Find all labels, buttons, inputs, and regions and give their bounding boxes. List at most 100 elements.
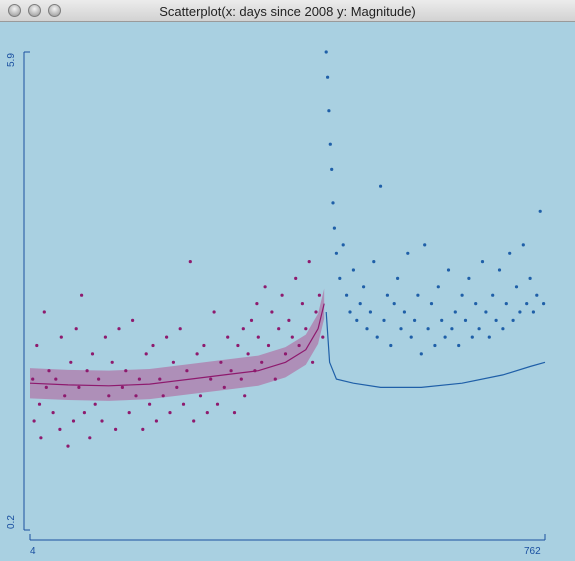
confidence-band-series-1 (30, 288, 325, 401)
data-point-series-1 (31, 377, 35, 381)
data-point-series-1 (263, 285, 267, 289)
data-point-series-2 (460, 293, 464, 297)
data-point-series-2 (538, 209, 542, 213)
data-point-series-2 (382, 318, 386, 322)
data-point-series-1 (107, 394, 111, 398)
data-point-series-2 (443, 335, 447, 339)
data-point-series-2 (446, 268, 451, 272)
data-point-series-2 (440, 318, 444, 322)
data-point-series-2 (330, 167, 334, 171)
data-point-series-1 (185, 369, 189, 373)
data-point-series-1 (178, 327, 182, 331)
axes-layer: 5.9 0.2 4 762 (6, 51, 546, 557)
data-point-series-1 (287, 318, 291, 322)
data-point-series-1 (82, 411, 86, 415)
data-point-series-2 (429, 302, 434, 306)
smooth-line-series-1 (29, 303, 325, 387)
smooth-line-series-2 (325, 311, 546, 388)
data-point-series-1 (93, 402, 97, 406)
data-point-series-1 (141, 427, 145, 431)
data-point-series-2 (474, 302, 478, 306)
data-point-series-2 (528, 276, 532, 280)
data-point-series-1 (154, 419, 158, 423)
data-point-series-1 (300, 302, 304, 306)
data-point-series-1 (192, 419, 196, 423)
points-layer (31, 50, 546, 448)
data-point-series-1 (243, 394, 247, 398)
data-point-series-2 (324, 50, 328, 54)
data-point-series-2 (334, 251, 338, 255)
data-point-series-1 (85, 369, 89, 373)
data-point-series-1 (232, 411, 237, 415)
data-point-series-1 (58, 427, 62, 431)
data-point-series-2 (328, 142, 332, 146)
data-point-series-2 (409, 335, 413, 339)
data-point-series-1 (37, 402, 42, 406)
y-tick-label-max: 5.9 (6, 53, 17, 67)
data-point-series-2 (436, 285, 440, 289)
data-point-series-1 (198, 394, 203, 398)
data-point-series-2 (467, 276, 471, 280)
data-point-series-2 (406, 251, 410, 255)
data-point-series-1 (134, 394, 138, 398)
zoom-window-button[interactable] (48, 4, 61, 17)
data-point-series-2 (514, 285, 519, 289)
data-point-series-1 (32, 419, 36, 423)
data-point-series-2 (368, 310, 372, 314)
data-point-series-2 (535, 293, 539, 297)
data-point-series-1 (202, 343, 206, 348)
title-bar[interactable]: Scatterplot(x: days since 2008 y: Magnit… (0, 0, 575, 22)
data-point-series-1 (35, 343, 39, 348)
y-tick-label-min: 0.2 (6, 515, 17, 529)
data-point-series-1 (280, 293, 284, 297)
data-point-series-1 (131, 318, 135, 322)
data-point-series-2 (348, 310, 352, 314)
scatterplot-svg[interactable]: 5.9 0.2 4 762 (0, 22, 575, 561)
data-point-series-2 (463, 318, 468, 322)
data-point-series-1 (260, 360, 264, 364)
data-point-series-1 (246, 352, 250, 356)
data-point-series-2 (416, 293, 420, 297)
data-point-series-1 (273, 377, 277, 381)
data-point-series-2 (332, 226, 336, 230)
data-point-series-2 (433, 343, 437, 348)
data-point-series-2 (494, 318, 498, 322)
close-window-button[interactable] (8, 4, 21, 17)
data-point-series-1 (222, 385, 226, 389)
data-point-series-2 (402, 310, 406, 314)
data-point-series-1 (144, 352, 148, 356)
data-point-series-2 (508, 251, 512, 255)
data-point-series-1 (311, 360, 315, 364)
plot-area[interactable]: 5.9 0.2 4 762 (0, 22, 575, 561)
data-point-series-2 (341, 243, 345, 247)
data-point-series-2 (525, 302, 529, 306)
data-point-series-2 (484, 310, 488, 314)
data-point-series-1 (39, 436, 43, 440)
data-point-series-2 (358, 302, 362, 306)
data-point-series-1 (161, 394, 165, 398)
data-point-series-1 (307, 260, 311, 264)
data-point-series-2 (389, 343, 393, 348)
data-point-series-1 (66, 444, 70, 448)
data-point-series-2 (487, 335, 491, 339)
data-point-series-2 (501, 327, 505, 331)
data-point-series-2 (345, 293, 349, 297)
data-point-series-1 (181, 402, 186, 406)
data-point-series-1 (314, 310, 318, 314)
data-point-series-1 (215, 402, 220, 406)
data-point-series-2 (542, 302, 546, 306)
data-point-series-1 (124, 369, 128, 373)
data-point-series-1 (151, 343, 155, 348)
x-tick-label-min: 4 (30, 546, 36, 557)
data-point-series-1 (54, 377, 58, 381)
data-point-series-2 (396, 276, 400, 280)
data-point-series-2 (480, 260, 485, 264)
data-point-series-1 (80, 293, 84, 297)
data-point-series-1 (297, 343, 301, 348)
data-point-series-1 (249, 318, 254, 322)
data-point-series-2 (372, 260, 376, 264)
data-point-series-2 (385, 293, 389, 297)
minimize-window-button[interactable] (28, 4, 41, 17)
data-point-series-2 (326, 75, 330, 79)
data-point-series-1 (321, 335, 325, 339)
